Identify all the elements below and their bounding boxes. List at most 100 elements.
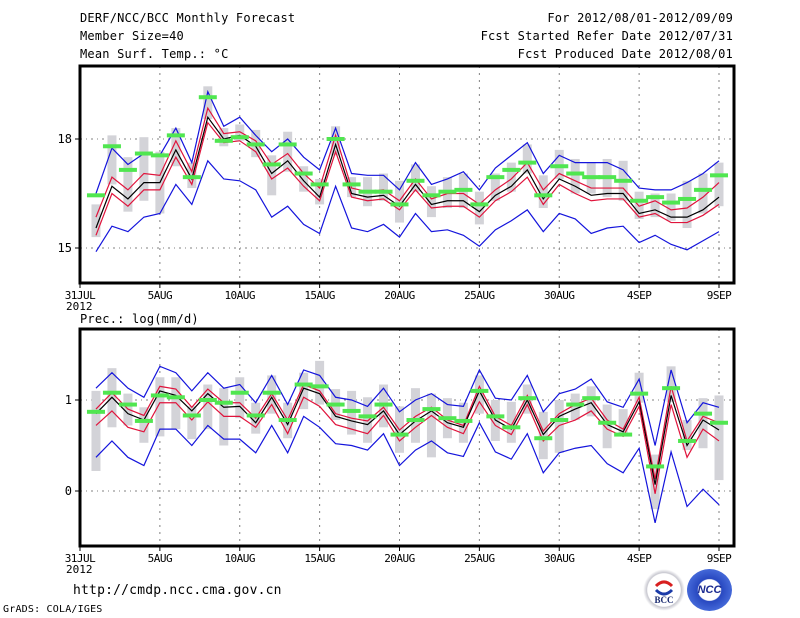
spread-box	[666, 193, 676, 221]
member-size-label: Member Size=40	[80, 29, 184, 43]
median-marker	[166, 395, 185, 400]
plot-frame	[78, 64, 736, 285]
median-marker	[422, 193, 441, 198]
spread-box	[490, 173, 500, 201]
spread-box	[395, 180, 404, 223]
x-tick-label: 25AUG	[464, 552, 495, 565]
spread-box	[363, 397, 373, 443]
plot-frame	[78, 327, 736, 548]
median-marker	[310, 384, 329, 389]
inner-upper-line	[95, 106, 720, 218]
temperature-panel-title: Mean Surf. Temp.: °C	[80, 47, 229, 61]
spread-box	[426, 393, 436, 458]
outer-upper-line	[95, 89, 720, 194]
median-marker	[358, 414, 377, 419]
median-marker	[550, 418, 569, 423]
y-tick-label: 18	[58, 132, 72, 146]
precipitation-panel-title: Prec.: log(mm/d)	[80, 312, 199, 326]
median-marker	[102, 390, 121, 395]
median-marker	[342, 182, 361, 187]
outer-lower-line	[95, 415, 720, 523]
median-marker	[326, 137, 345, 141]
median-marker	[534, 436, 553, 441]
spread-box	[187, 406, 197, 440]
spread-box	[682, 420, 692, 451]
median-marker	[358, 189, 377, 194]
median-marker	[390, 432, 409, 437]
median-marker	[630, 198, 649, 203]
median-marker	[598, 420, 617, 425]
median-marker	[278, 142, 297, 147]
spread-box	[666, 366, 676, 402]
median-marker	[246, 413, 265, 418]
median-marker	[214, 400, 233, 405]
median-marker	[166, 133, 185, 138]
spread-box	[426, 186, 436, 218]
bcc-logo-text: BCC	[654, 595, 674, 605]
median-marker	[134, 418, 153, 423]
spread-box	[586, 386, 596, 417]
spread-box	[698, 398, 708, 449]
median-marker	[518, 396, 537, 401]
median-marker	[614, 432, 633, 437]
x-tick-label: 30AUG	[544, 289, 575, 302]
median-marker	[198, 95, 217, 100]
median-marker	[246, 142, 265, 147]
median-marker	[534, 193, 553, 198]
precipitation-panel: 0 1 31JUL 5AUG 10AUG 15AUG 20AUG 25AUG 30AUG 4SEP…	[65, 327, 736, 576]
median-marker	[710, 420, 728, 425]
ncc-logo: NCC	[687, 569, 732, 611]
spread-box	[714, 162, 724, 207]
median-marker	[182, 175, 201, 180]
median-marker	[310, 182, 329, 187]
x-tick-label: 15AUG	[304, 552, 335, 565]
x-tick-label: 4SEP	[627, 552, 652, 565]
outer-lower-line	[95, 159, 720, 252]
spread-box	[682, 180, 692, 229]
forecast-produced-date: Fcst Produced Date 2012/08/01	[517, 47, 733, 61]
median-marker	[598, 175, 617, 180]
spread-box	[474, 191, 484, 225]
spread-box	[714, 395, 724, 481]
ensemble-mean-line	[95, 115, 720, 229]
median-marker	[102, 144, 121, 149]
median-marker	[486, 175, 505, 180]
median-marker	[118, 402, 137, 407]
spread-box	[602, 404, 612, 449]
spread-box	[299, 166, 309, 192]
spread-box	[570, 393, 580, 421]
ncc-logo-text: NCC	[697, 584, 722, 596]
median-marker	[86, 409, 105, 414]
median-marker	[646, 195, 665, 200]
spread-box	[506, 162, 516, 192]
median-marker	[198, 398, 217, 402]
x-tick-label: 9SEP	[707, 552, 732, 565]
median-marker	[230, 135, 249, 140]
median-marker	[326, 402, 345, 407]
x-tick-label: 9SEP	[707, 289, 732, 302]
spread-box	[203, 384, 213, 430]
spread-box	[410, 388, 420, 443]
temperature-panel: 15 18 31JUL 5AUG 10AUG 15AUG 20AUG 25AUG 30AUG 4S…	[58, 64, 736, 313]
spread-box	[554, 400, 564, 453]
median-marker	[86, 193, 105, 198]
chart-title: DERF/NCC/BCC Monthly Forecast	[80, 11, 296, 25]
bcc-logo: BCC	[643, 569, 685, 611]
x-tick-label: 5AUG	[148, 289, 173, 302]
median-marker	[374, 402, 393, 407]
spread-box	[171, 128, 181, 167]
source-url[interactable]: http://cmdp.ncc.cma.gov.cn	[73, 583, 282, 598]
spread-box	[698, 173, 708, 214]
spread-box	[379, 173, 389, 201]
inner-lower-line	[95, 121, 720, 236]
median-marker	[582, 175, 601, 180]
x-tick-label: 4SEP	[627, 289, 652, 302]
median-marker	[694, 187, 713, 192]
y-tick-label: 0	[65, 484, 72, 498]
median-marker	[486, 414, 505, 419]
x-year-label: 2012	[66, 300, 93, 313]
spread-box	[506, 401, 516, 443]
x-tick-label: 15AUG	[304, 289, 335, 302]
forecast-started-date: Fcst Started Refer Date 2012/07/31	[480, 29, 733, 43]
median-marker	[566, 171, 585, 176]
